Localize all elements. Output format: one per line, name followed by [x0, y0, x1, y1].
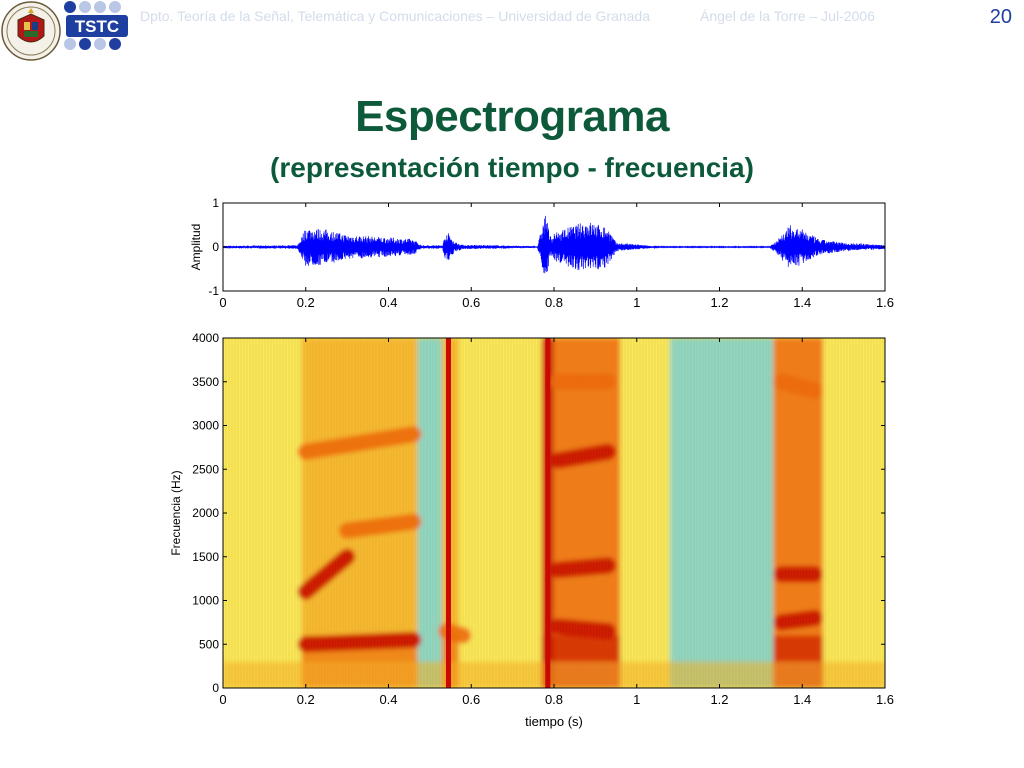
spectrogram-x-tick-label: 0.6: [462, 692, 480, 707]
waveform-x-tick-label: 1.2: [710, 295, 728, 310]
spectrogram-burst-line: [445, 338, 451, 688]
waveform-y-tick-label: 1: [212, 196, 219, 210]
spectrogram-x-tick-label: 1.4: [793, 692, 811, 707]
slide-subtitle: (representación tiempo - frecuencia): [270, 152, 754, 183]
waveform-x-tick-label: 1.4: [793, 295, 811, 310]
spectrogram-formant: [339, 513, 422, 539]
spectrogram-segment: [620, 338, 670, 688]
slide-header: Dpto. Teoría de la Señal, Telemática y C…: [140, 8, 900, 28]
spectrogram-segment: [458, 338, 542, 688]
spectrogram-y-tick-label: 500: [199, 637, 219, 651]
waveform-y-tick-label: -1: [208, 284, 219, 298]
spectrogram-formant: [773, 610, 823, 631]
spectrogram-x-tick-label: 1.2: [710, 692, 728, 707]
waveform-x-tick-label: 0.8: [545, 295, 563, 310]
tstc-logo: TSTC: [64, 1, 128, 50]
waveform-x-tick-label: 0: [219, 295, 226, 310]
spectrogram-y-label: Frecuencia (Hz): [169, 470, 183, 555]
spectrogram-segment: [301, 338, 418, 688]
waveform-x-tick-label: 0.4: [379, 295, 397, 310]
waveform-series-line: [223, 215, 885, 274]
waveform-x-tick-label: 1: [633, 295, 640, 310]
spectrogram-x-tick-label: 1.6: [876, 692, 894, 707]
spectrogram-y-tick-label: 3500: [192, 375, 219, 389]
header-author-date: Ángel de la Torre – Jul-2006: [700, 8, 875, 24]
spectrogram-y-tick-label: 1000: [192, 594, 219, 608]
spectrogram-y-tick-label: 0: [212, 681, 219, 695]
spectrogram-formant: [550, 557, 616, 578]
waveform-x-tick-label: 0.6: [462, 295, 480, 310]
spectrogram-y-tick-label: 2000: [192, 506, 219, 520]
waveform-x-tick-label: 0.2: [297, 295, 315, 310]
spectrogram-segment: [822, 338, 885, 688]
header-department: Dpto. Teoría de la Señal, Telemática y C…: [140, 8, 650, 24]
spectrogram-formant: [297, 548, 356, 600]
spectrogram-texture: [223, 338, 884, 688]
spectrogram-y-tick-label: 2500: [192, 462, 219, 476]
slide-title: Espectrograma: [355, 92, 669, 141]
spectrogram-baseline-band: [223, 661, 885, 688]
university-crest-logo: [1, 1, 61, 61]
waveform-y-tick-label: 0: [212, 240, 219, 254]
spectrogram-burst-line: [545, 338, 551, 688]
waveform-y-label: Amplitud: [189, 224, 203, 271]
spectrogram-x-label: tiempo (s): [525, 714, 583, 729]
spectrogram-y-tick-label: 3000: [192, 419, 219, 433]
spectrogram-formant: [550, 443, 616, 469]
spectrogram-formant: [550, 618, 616, 640]
spectrogram-segment: [223, 338, 302, 688]
spectrogram-plot: 0 0.2 0.4 0.6 0.8 1 1.2 1.4 1.6 0 500 1000 1500 2000…: [169, 331, 894, 729]
spectrogram-x-tick-label: 0.2: [297, 692, 315, 707]
spectrogram-formant: [297, 631, 422, 653]
waveform-plot: 0 0.2 0.4 0.6 0.8 1 1.2 1.4 1.6 -101 Amplitud: [189, 196, 894, 310]
tstc-logo-text: TSTC: [75, 17, 119, 36]
spectrogram-x-tick-label: 0.8: [545, 692, 563, 707]
slide-number: 20: [989, 6, 1012, 28]
spectrogram-formant: [773, 373, 823, 399]
waveform-x-tick-label: 1.6: [876, 295, 894, 310]
spectrogram-y-tick-label: 1500: [192, 550, 219, 564]
spectrogram-y-tick-label: 4000: [192, 331, 219, 345]
spectrogram-x-tick-label: 1: [633, 692, 640, 707]
spectrogram-x-tick-label: 0.4: [379, 692, 397, 707]
spectrogram-formant: [297, 426, 422, 460]
spectrogram-segment: [669, 338, 774, 688]
spectrogram-segment: [417, 338, 443, 688]
spectrogram-x-tick-label: 0: [219, 692, 226, 707]
